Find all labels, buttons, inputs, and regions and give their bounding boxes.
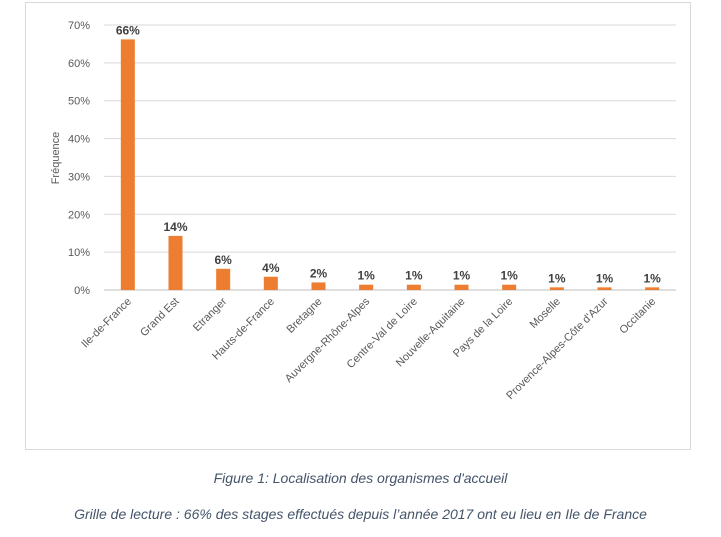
bar	[359, 284, 374, 290]
y-axis-ticks: 0% 10% 20% 30% 40% 50% 60% 70%	[68, 20, 90, 297]
bar	[645, 287, 660, 290]
y-tick-label: 50%	[68, 96, 90, 108]
bar	[263, 276, 278, 290]
bar-chart: 0% 10% 20% 30% 40% 50% 60% 70% 66% 14% 6% 4% 2% 1% 1%…	[50, 20, 676, 402]
x-tick-label: Moselle	[528, 296, 563, 331]
data-label: 6%	[214, 253, 232, 267]
y-tick-label: 40%	[68, 134, 90, 146]
gridlines	[104, 24, 676, 291]
data-label: 14%	[163, 220, 187, 234]
x-tick-label: Provence-Alpes-Côte d'Azur	[504, 295, 611, 402]
y-tick-label: 60%	[68, 58, 90, 70]
x-tick-label: Bretagne	[285, 296, 325, 336]
bar	[216, 268, 231, 290]
x-tick-label: Occitanie	[617, 296, 658, 337]
chart-frame: 0% 10% 20% 30% 40% 50% 60% 70% 66% 14% 6% 4% 2% 1% 1%…	[25, 2, 691, 450]
bars	[120, 39, 660, 291]
reading-grid-caption: Grille de lecture : 66% des stages effec…	[74, 506, 647, 522]
y-tick-label: 10%	[68, 247, 90, 259]
data-label: 1%	[596, 271, 614, 285]
x-tick-label: Etranger	[191, 295, 230, 334]
x-axis-ticks: Ile-de-France Grand Est EtrangerHauts-de-F…	[79, 295, 658, 402]
data-label: 1%	[453, 269, 471, 283]
bar	[120, 39, 135, 291]
x-tick-label: Grand Est	[138, 296, 182, 340]
y-tick-label: 0%	[74, 285, 90, 297]
x-tick-label: Auvergne-Rhône-Alpes	[283, 295, 373, 385]
bar	[406, 284, 421, 290]
bar	[502, 284, 517, 290]
y-tick-label: 30%	[68, 171, 90, 183]
data-label: 66%	[116, 23, 140, 37]
y-axis-title: Fréquence	[50, 132, 62, 185]
data-label: 4%	[262, 261, 280, 275]
data-label: 1%	[500, 269, 518, 283]
bar	[597, 287, 612, 290]
data-label: 2%	[310, 266, 328, 280]
bar	[549, 287, 564, 290]
data-labels: 66% 14% 6% 4% 2% 1% 1% 1% 1% 1% 1% 1%	[116, 23, 661, 285]
data-label: 1%	[548, 271, 566, 285]
y-tick-label: 20%	[68, 209, 90, 221]
data-label: 1%	[357, 269, 375, 283]
bar	[454, 284, 469, 290]
data-label: 1%	[405, 269, 423, 283]
y-tick-label: 70%	[68, 20, 90, 32]
data-label: 1%	[643, 271, 661, 285]
bar	[311, 282, 326, 290]
x-tick-label: Ile-de-France	[79, 296, 134, 351]
figure-caption: Figure 1: Localisation des organismes d'…	[213, 470, 508, 486]
bar	[168, 235, 183, 290]
